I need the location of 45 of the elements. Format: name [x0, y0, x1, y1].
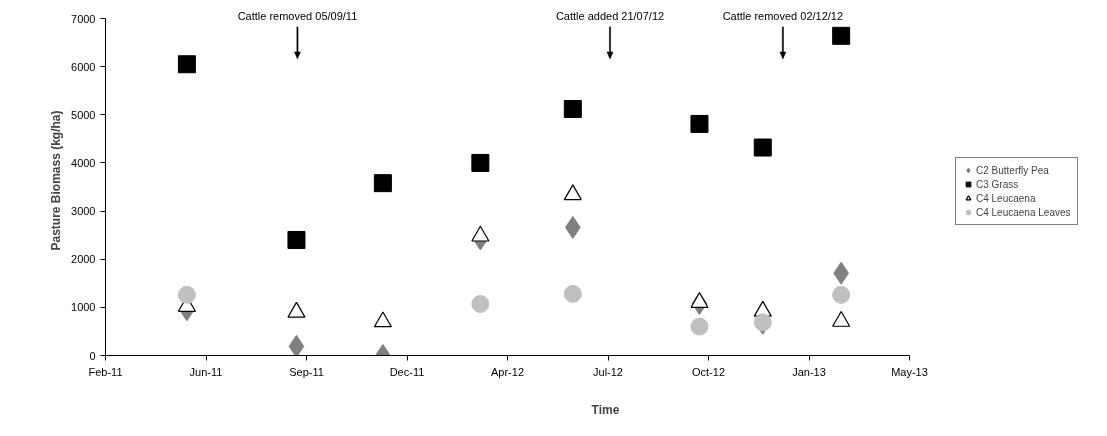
x-tick-label: Sep-11	[289, 365, 324, 378]
point	[373, 311, 392, 328]
point	[690, 114, 709, 133]
x-tick-label: Jun-11	[189, 365, 223, 378]
point	[287, 230, 306, 249]
point	[563, 284, 582, 303]
y-tick-label: 3000	[71, 205, 96, 218]
x-tick-label: Oct-12	[691, 365, 726, 378]
y-axis-title: Pasture Biomass (kg/ha)	[49, 110, 64, 251]
y-tick-label: 6000	[71, 60, 96, 73]
ref-line-label: Cattle removed 02/12/12	[722, 9, 844, 22]
point	[563, 100, 582, 119]
y-tick-label: 0	[89, 349, 96, 362]
y-tick-label: 5000	[71, 108, 96, 121]
point	[564, 215, 581, 239]
x-tick-label: Apr-12	[490, 365, 525, 378]
point	[753, 138, 772, 157]
x-tick-label: Jul-12	[593, 365, 623, 378]
legend-label: C3 Grass	[976, 178, 1019, 190]
y-tick-label: 1000	[71, 301, 96, 314]
y-tick-label: 2000	[71, 253, 96, 266]
point	[288, 334, 305, 356]
point	[471, 153, 490, 172]
x-tick-label: Feb-11	[88, 365, 123, 378]
point	[563, 184, 582, 201]
ref-line-label: Cattle removed 05/09/11	[237, 9, 358, 22]
point	[832, 26, 851, 45]
point	[690, 317, 709, 336]
x-tick-label: May-13	[891, 365, 928, 378]
x-axis-title: Time	[591, 402, 620, 417]
ref-line-label: Cattle added 21/07/12	[555, 9, 665, 22]
point	[471, 295, 490, 313]
legend-label: C4 Leucaena	[976, 192, 1036, 204]
point	[177, 55, 196, 74]
x-tick-label: Dec-11	[389, 365, 425, 378]
legend-label: C2 Butterfly Pea	[976, 164, 1049, 176]
legend-label: C4 Leucaena Leaves	[976, 206, 1071, 218]
x-tick-label: Jan-13	[792, 365, 826, 378]
point	[832, 285, 851, 304]
point	[287, 301, 306, 318]
y-tick-label: 4000	[71, 156, 96, 169]
point	[373, 174, 392, 193]
point	[690, 292, 709, 309]
point	[177, 285, 196, 304]
y-tick-label: 7000	[71, 12, 96, 25]
